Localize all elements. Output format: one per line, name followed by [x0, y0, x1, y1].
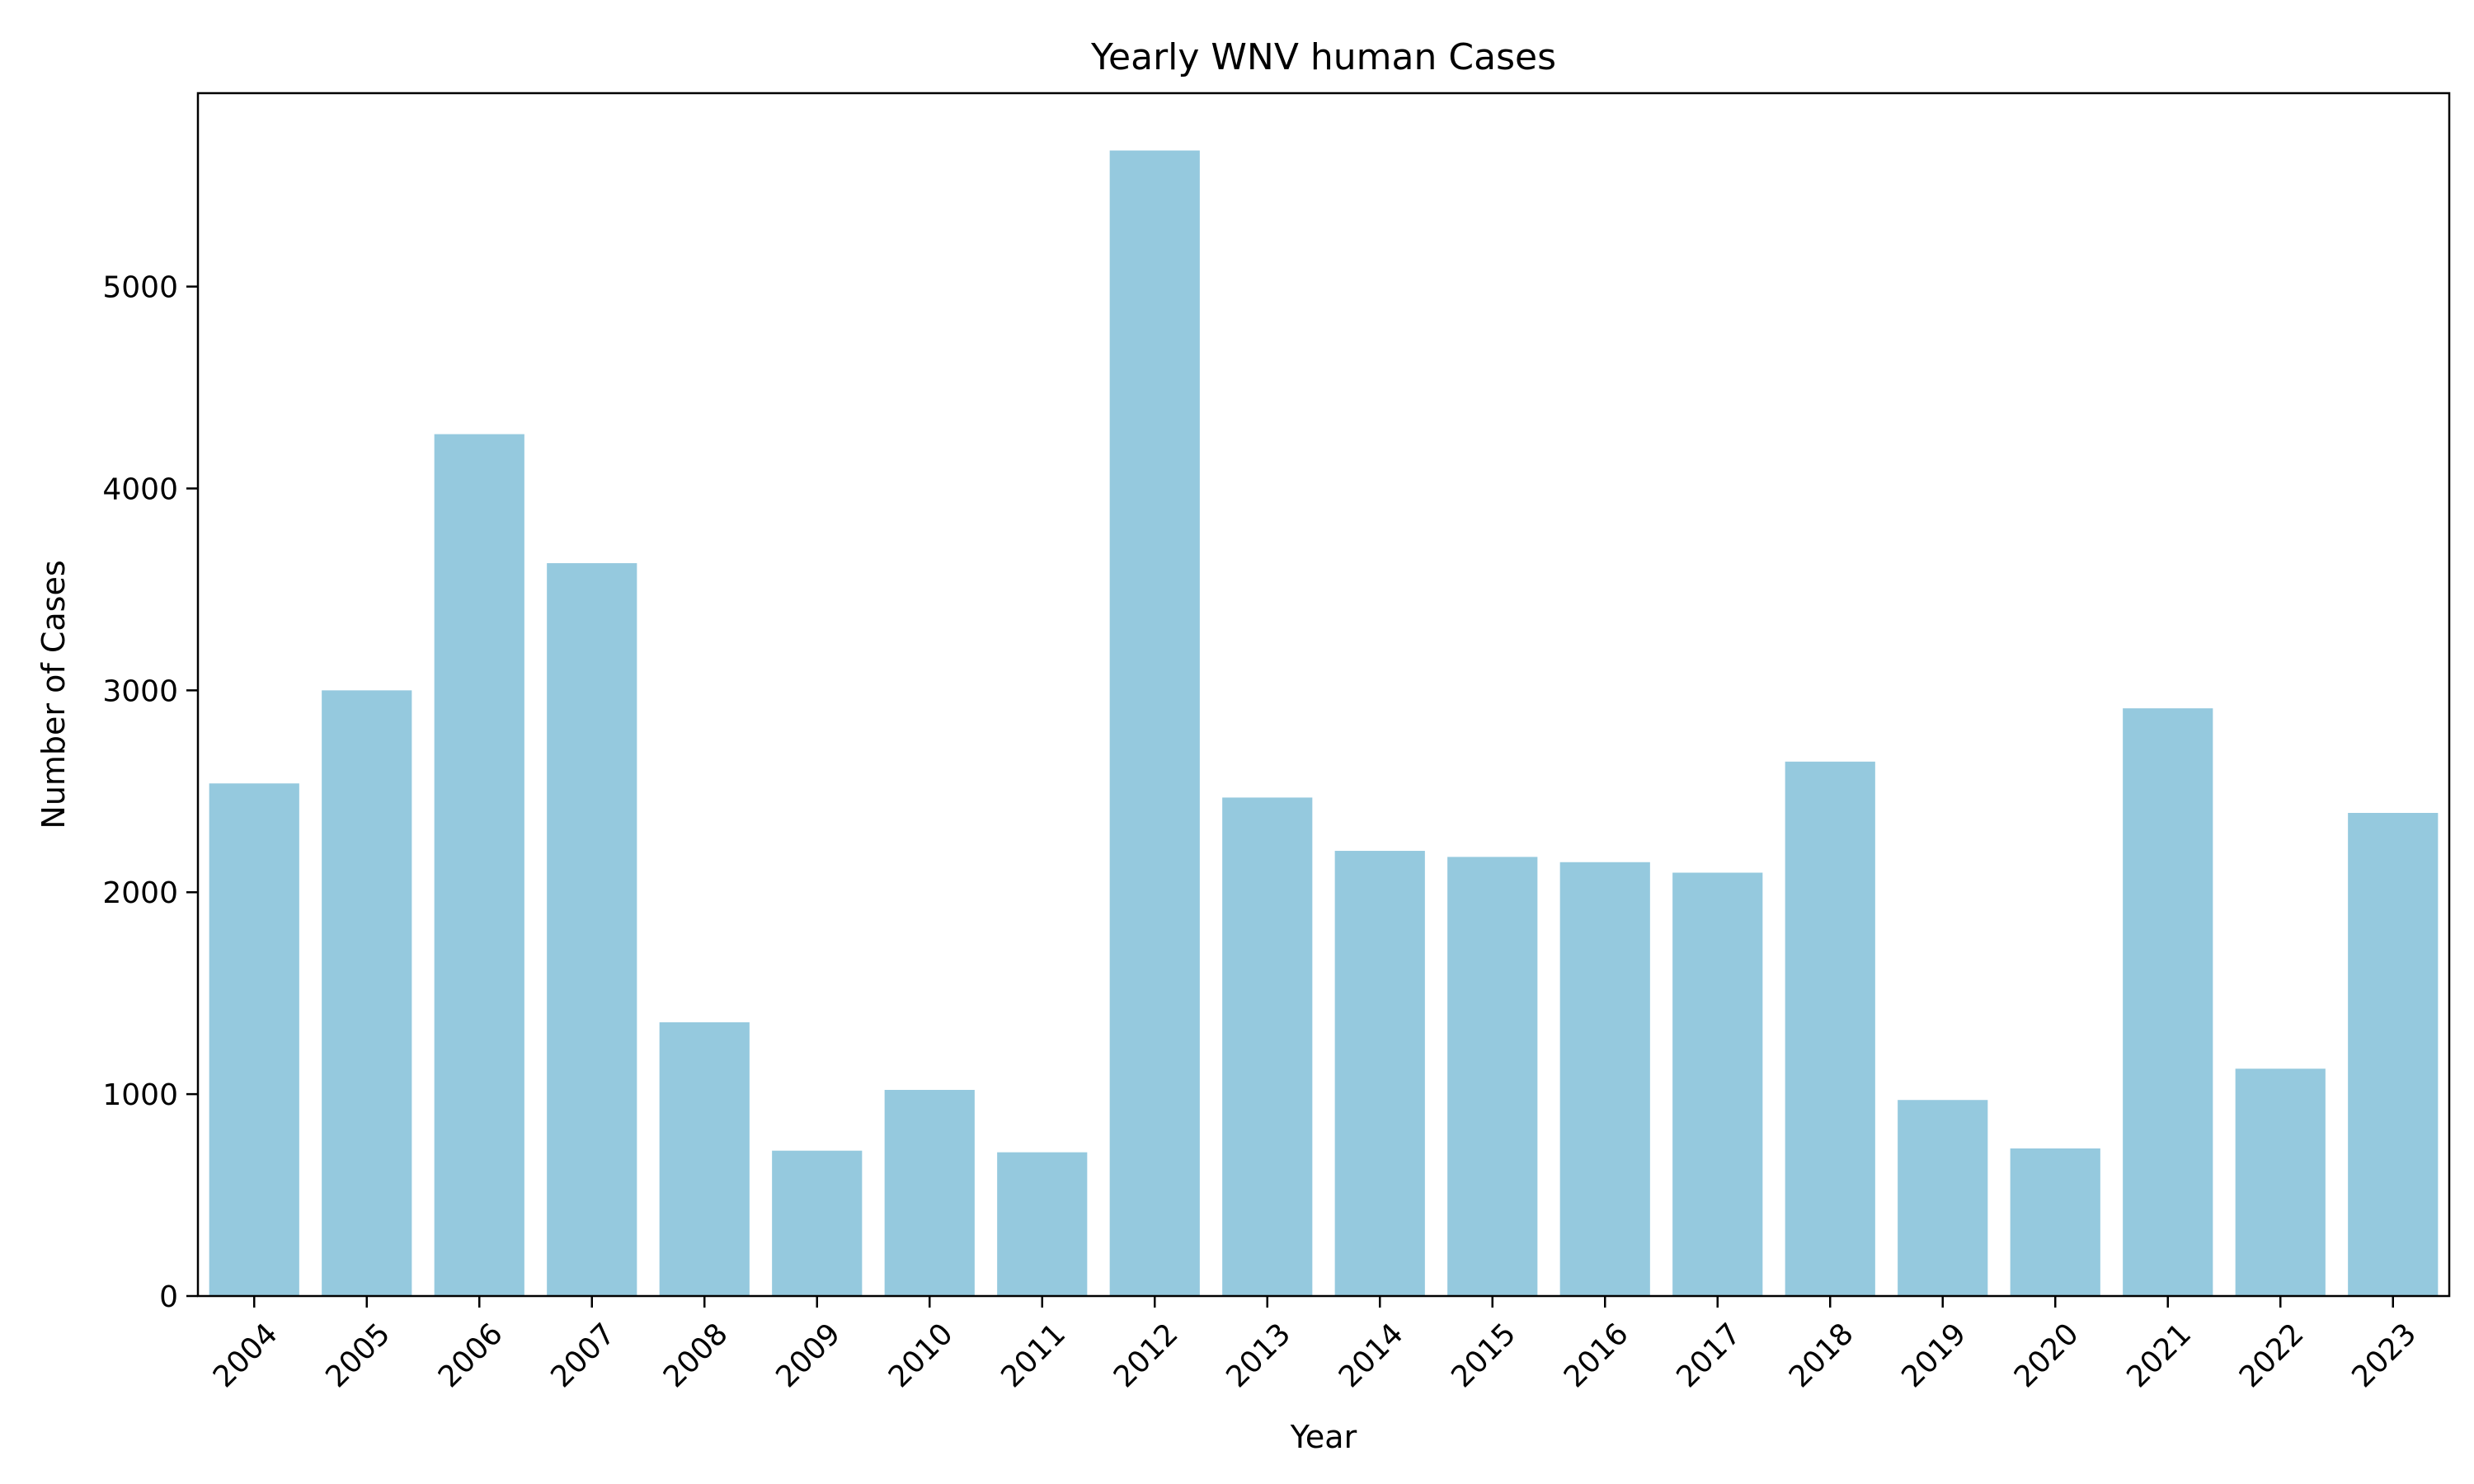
bar-2012	[1109, 150, 1200, 1297]
x-tick-label-2021: 2021	[2120, 1317, 2198, 1394]
bar-2008	[659, 1021, 750, 1296]
bar-2016	[1559, 862, 1650, 1296]
x-tick-label-2005: 2005	[319, 1317, 397, 1394]
bar-2015	[1447, 857, 1538, 1296]
y-axis: 0 1000 2000 3000 4000 5000	[102, 271, 198, 1314]
bar-2009	[772, 1150, 863, 1296]
y-tick-label: 2000	[102, 876, 178, 910]
x-axis: 2004 2005 2006 2007 2008 2009 2010 2011 2012 2013…	[207, 1296, 2423, 1394]
bar-2004	[209, 783, 299, 1296]
y-tick-label: 3000	[102, 674, 178, 708]
x-tick-label-2013: 2013	[1220, 1317, 1297, 1394]
bar-2020	[2010, 1148, 2100, 1296]
x-tick-label-2023: 2023	[2345, 1317, 2423, 1394]
x-tick-label-2020: 2020	[2008, 1317, 2086, 1394]
x-tick-label-2006: 2006	[432, 1317, 510, 1394]
x-tick-label-2017: 2017	[1670, 1317, 1747, 1394]
y-tick-label: 0	[159, 1280, 178, 1314]
bar-2018	[1785, 761, 1875, 1296]
x-tick-label-2008: 2008	[657, 1317, 735, 1394]
bar-2007	[547, 563, 637, 1296]
x-tick-label-2022: 2022	[2233, 1317, 2311, 1394]
x-tick-label-2012: 2012	[1108, 1317, 1185, 1394]
bar-2006	[434, 434, 524, 1296]
bar-2023	[2348, 813, 2439, 1296]
bar-2011	[997, 1152, 1088, 1296]
x-tick-label-2014: 2014	[1333, 1317, 1410, 1394]
bar-2014	[1334, 851, 1425, 1296]
bar-2019	[1898, 1100, 1988, 1296]
y-tick-label: 1000	[102, 1078, 178, 1112]
bar-2022	[2235, 1068, 2326, 1296]
plot-frame	[196, 92, 2451, 1298]
bar-2017	[1672, 872, 1763, 1296]
x-tick-label-2009: 2009	[769, 1317, 847, 1394]
chart-title: Yearly WNV human Cases	[1090, 36, 1556, 78]
bars-group	[209, 150, 2439, 1297]
y-tick-label: 4000	[102, 472, 178, 506]
y-axis-label: Number of Cases	[35, 560, 72, 829]
x-tick-label-2019: 2019	[1895, 1317, 1973, 1394]
y-tick-label: 5000	[102, 271, 178, 305]
x-axis-label: Year	[1290, 1419, 1357, 1455]
x-tick-label-2015: 2015	[1445, 1317, 1522, 1394]
bar-2005	[322, 690, 412, 1296]
x-tick-label-2018: 2018	[1783, 1317, 1860, 1394]
x-tick-label-2010: 2010	[882, 1317, 960, 1394]
bar-2013	[1222, 797, 1313, 1296]
bar-2021	[2123, 708, 2213, 1296]
bar-2010	[884, 1089, 975, 1296]
x-tick-label-2016: 2016	[1558, 1317, 1635, 1394]
x-tick-label-2007: 2007	[544, 1317, 622, 1394]
x-tick-label-2011: 2011	[995, 1317, 1072, 1394]
x-tick-label-2004: 2004	[207, 1317, 285, 1394]
